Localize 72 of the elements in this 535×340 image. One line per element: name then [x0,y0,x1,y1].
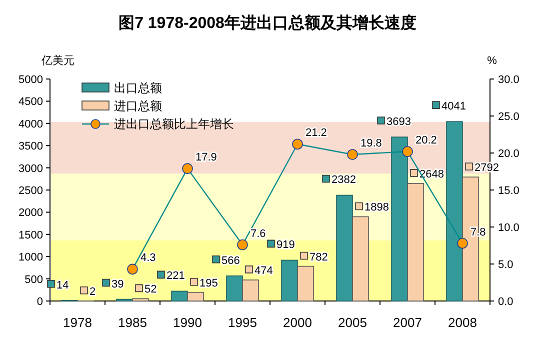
y2-tick-label: 5.0 [498,259,514,271]
x-tick-label: 1985 [118,315,147,330]
y2-tick-label: 25.0 [498,111,520,123]
data-label: 4.3 [140,252,156,264]
y-tick-label: 500 [24,274,43,286]
x-tick-label: 2000 [283,315,312,330]
data-label: 14 [56,279,69,292]
data-label: 21.2 [306,127,327,140]
y-tick-label: 0 [36,296,43,308]
y-axis-title: 亿美元 [40,54,74,67]
y-tick-label: 2000 [18,207,43,220]
point [127,264,138,275]
x-tick-label: 1990 [173,315,202,330]
x-tick-label: 1995 [228,315,257,330]
bar [187,292,204,302]
data-label: 19.8 [360,137,382,150]
y2-tick-label: 20.0 [498,148,520,160]
y2-tick-label: 10.0 [498,222,520,234]
bar [336,194,353,302]
data-label: 7.8 [470,226,486,238]
y2-tick-label: 30.0 [498,74,520,86]
data-label: 566 [222,254,240,267]
bar [297,266,314,302]
point [182,163,193,174]
data-label: 20.2 [416,134,437,147]
y2-axis-title: % [487,55,498,67]
point [457,238,468,249]
x-tick-label: 1978 [63,315,92,330]
chart-title: 图7 1978-2008年进出口总额及其增长速度 [118,13,416,32]
data-label: 39 [112,278,124,290]
y-tick-label: 2500 [18,185,43,197]
data-label: 782 [310,251,328,264]
data-label: 2 [90,286,96,298]
bar [171,290,188,302]
point [347,149,358,160]
bar [281,260,298,302]
x-tick-label: 2008 [448,315,477,330]
y-tick-label: 1000 [18,252,43,264]
data-label: 7.6 [250,228,266,240]
legend-label: 进出口总额比上年增长 [114,117,234,131]
data-label: 195 [200,277,218,290]
bar [242,280,259,302]
data-label: 1898 [364,202,389,214]
data-label: 17.9 [196,152,217,164]
data-label: 221 [166,270,185,282]
legend-label: 出口总额 [114,81,162,95]
y2-tick-label: 0.0 [498,296,514,308]
y-tick-label: 4500 [18,96,43,108]
data-label: 4041 [442,100,466,113]
y-tick-label: 3500 [18,140,43,153]
data-label: 2382 [332,174,356,186]
y-tick-label: 1500 [18,229,43,242]
y2-tick-label: 15.0 [498,185,520,197]
data-label: 3693 [386,116,411,128]
bar [446,121,463,302]
point [402,146,413,157]
y-tick-label: 5000 [18,74,43,86]
bar [391,136,408,302]
point [237,239,248,250]
bar [226,275,243,302]
data-label: 474 [254,264,273,277]
point [292,138,303,150]
y-tick-label: 4000 [18,118,43,130]
bar [407,183,424,302]
x-tick-label: 2007 [393,315,422,330]
bar [132,298,149,302]
data-label: 919 [276,239,295,252]
data-label: 52 [144,284,157,296]
legend-label: 进口总额 [114,99,162,113]
bar [352,216,369,302]
x-tick-label: 2005 [338,315,367,330]
y-tick-label: 3000 [18,162,43,175]
